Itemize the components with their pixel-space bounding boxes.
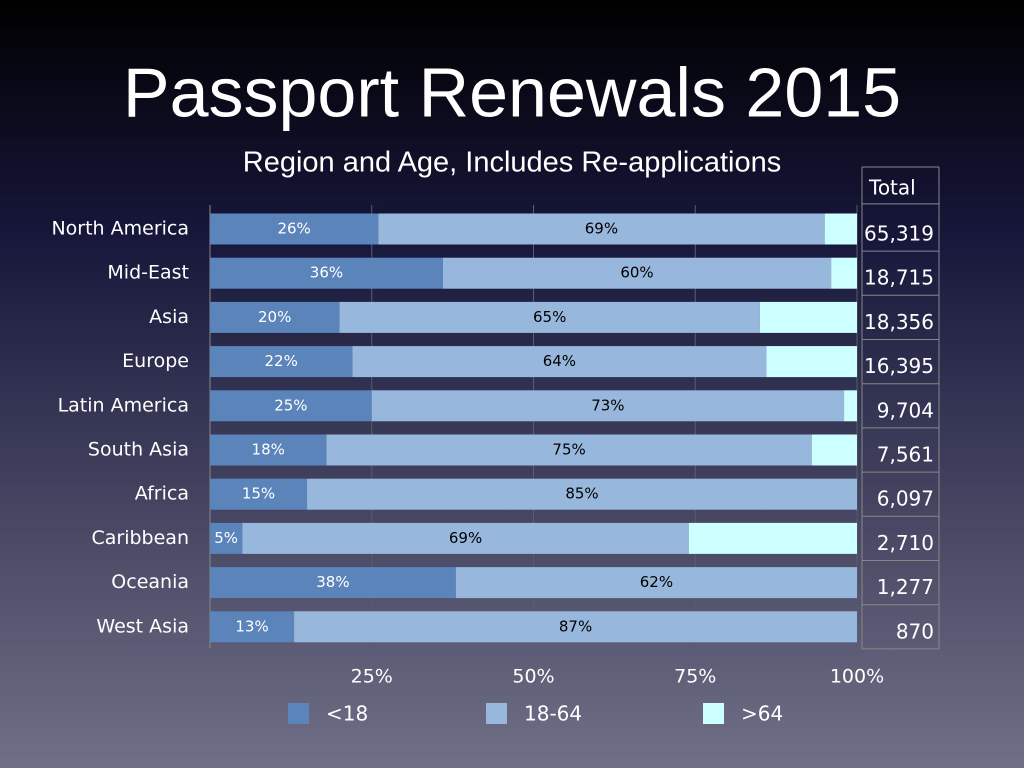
- x-tick-label: 75%: [674, 666, 716, 688]
- bar-segment: [210, 346, 353, 378]
- legend-label: >64: [741, 702, 783, 726]
- value-label: 36%: [310, 264, 343, 282]
- value-label: 26%: [277, 220, 310, 238]
- bar-segment: [766, 346, 857, 378]
- value-label: 20%: [258, 308, 291, 326]
- y-tick-label: South Asia: [88, 439, 189, 461]
- legend-label: 18-64: [524, 702, 582, 726]
- bar-segment: [210, 434, 327, 466]
- y-tick-label: Caribbean: [92, 527, 190, 549]
- y-tick-label: North America: [51, 218, 189, 240]
- y-tick-label: West Asia: [96, 615, 189, 637]
- table-cell: 9,704: [877, 398, 934, 422]
- value-label: 13%: [235, 617, 268, 635]
- x-tick-label: 100%: [830, 666, 884, 688]
- bar-segment: [378, 213, 825, 245]
- bar-segment: [455, 567, 857, 599]
- bar-segment: [811, 434, 857, 466]
- bar-segment: [210, 390, 372, 422]
- y-tick-label: Africa: [135, 483, 189, 505]
- value-label: 62%: [640, 573, 673, 591]
- table-cell: 2,710: [877, 531, 934, 555]
- bar-segment: [688, 522, 857, 554]
- y-tick-label: Europe: [122, 350, 189, 372]
- bar-segment: [824, 213, 857, 245]
- table-header: Total: [868, 176, 916, 200]
- bar-segment: [294, 611, 857, 643]
- bar-segment: [210, 611, 295, 643]
- bar-segment: [210, 567, 456, 599]
- value-label: 22%: [264, 352, 297, 370]
- legend-swatch: [486, 703, 507, 724]
- value-label: 64%: [543, 352, 576, 370]
- bar-segment: [210, 301, 340, 333]
- value-label: 18%: [252, 441, 285, 459]
- table-cell: 6,097: [877, 487, 934, 511]
- table-cell: 18,715: [864, 266, 934, 290]
- legend-label: <18: [326, 702, 368, 726]
- value-label: 73%: [591, 396, 624, 414]
- y-tick-label: Mid-East: [107, 262, 189, 284]
- y-tick-label: Oceania: [111, 571, 189, 593]
- value-label: 15%: [242, 485, 275, 503]
- value-label: 87%: [559, 617, 592, 635]
- table-cell: 7,561: [877, 443, 934, 467]
- table-cell: 16,395: [864, 354, 934, 378]
- bar-segment: [210, 257, 443, 289]
- bar-segment: [831, 257, 857, 289]
- value-label: 69%: [585, 220, 618, 238]
- bar-segment: [210, 522, 243, 554]
- y-tick-label: Asia: [149, 306, 189, 328]
- table-cell: 65,319: [864, 222, 934, 246]
- value-label: 5%: [214, 529, 238, 547]
- bar-segment: [352, 346, 767, 378]
- chart-title: Passport Renewals 2015: [123, 53, 901, 131]
- table-cell: 18,356: [864, 310, 934, 334]
- y-tick-label: Latin America: [58, 394, 189, 416]
- bar-segment: [759, 301, 857, 333]
- table-cell: 870: [896, 619, 934, 643]
- bar-segment: [371, 390, 845, 422]
- value-label: 60%: [620, 264, 653, 282]
- value-label: 75%: [552, 441, 585, 459]
- bar-segment: [844, 390, 857, 422]
- bar-segment: [307, 478, 857, 510]
- chart-subtitle: Region and Age, Includes Re-applications: [243, 147, 781, 179]
- bar-segment: [242, 522, 689, 554]
- bar-segment: [339, 301, 760, 333]
- legend-swatch: [703, 703, 724, 724]
- x-tick-label: 50%: [512, 666, 554, 688]
- bar-segment: [210, 478, 308, 510]
- value-label: 65%: [533, 308, 566, 326]
- value-label: 38%: [316, 573, 349, 591]
- table-cell: 1,277: [877, 575, 934, 599]
- bar-segment: [326, 434, 812, 466]
- bar-segment: [442, 257, 832, 289]
- legend-swatch: [288, 703, 309, 724]
- value-label: 85%: [565, 485, 598, 503]
- value-label: 25%: [274, 396, 307, 414]
- value-label: 69%: [449, 529, 482, 547]
- bar-segment: [210, 213, 379, 245]
- x-tick-label: 25%: [351, 666, 393, 688]
